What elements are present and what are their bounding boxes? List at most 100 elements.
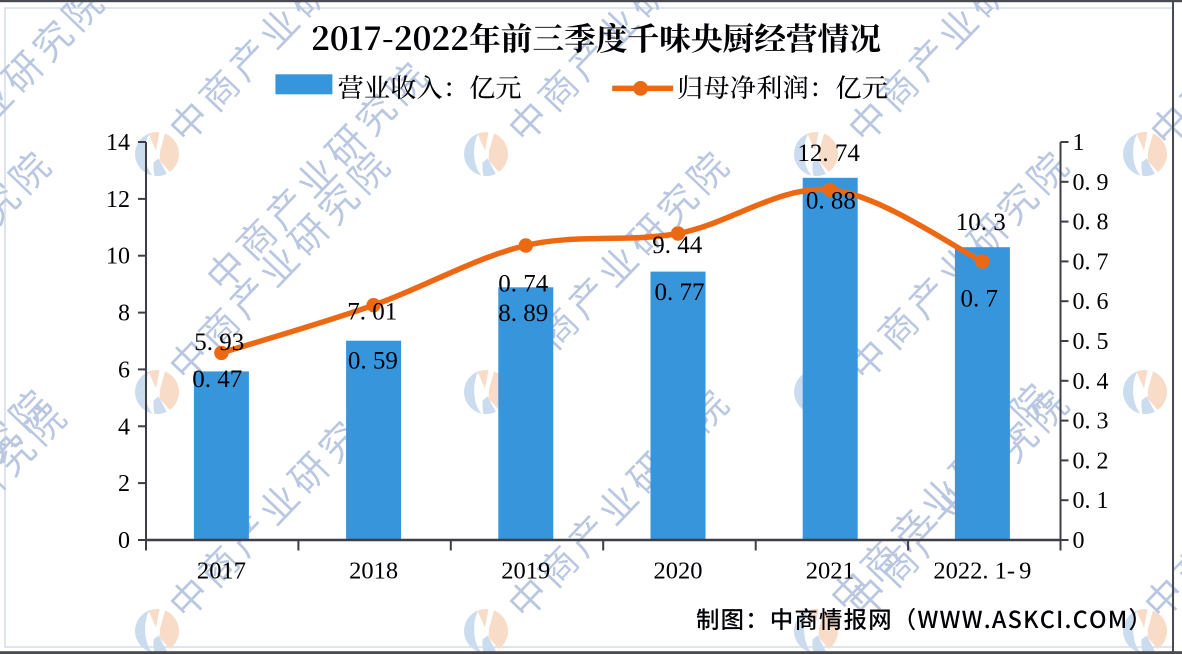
svg-text:0: 0	[1073, 289, 1085, 315]
svg-text:8: 8	[831, 188, 844, 215]
svg-text:4: 4	[118, 130, 130, 156]
svg-text:9: 9	[219, 329, 232, 356]
svg-text:0: 0	[1073, 210, 1085, 236]
svg-text:0: 0	[1073, 329, 1085, 355]
svg-text:.: .	[1085, 289, 1091, 315]
svg-text:0: 0	[1073, 409, 1085, 435]
svg-text:1: 1	[995, 558, 1007, 585]
svg-text:0: 0	[806, 188, 819, 215]
svg-text:1: 1	[374, 558, 386, 585]
svg-text:0: 0	[666, 558, 678, 585]
svg-text:.: .	[665, 232, 671, 259]
svg-text:3: 3	[993, 209, 1006, 236]
svg-text:7: 7	[234, 558, 246, 585]
svg-text:.: .	[1085, 210, 1091, 236]
svg-text:1: 1	[1097, 488, 1109, 514]
svg-text:8: 8	[498, 300, 511, 327]
svg-text:1: 1	[106, 187, 118, 213]
svg-text:0: 0	[1073, 170, 1085, 196]
svg-text:1: 1	[385, 299, 398, 326]
svg-text:2: 2	[806, 558, 818, 585]
svg-text:9: 9	[538, 558, 550, 585]
svg-text:.: .	[1085, 488, 1091, 514]
svg-text:9: 9	[1097, 170, 1109, 196]
svg-text:2: 2	[958, 558, 970, 585]
svg-text:0: 0	[498, 270, 511, 297]
svg-text:0: 0	[209, 558, 221, 585]
svg-text:4: 4	[536, 270, 549, 297]
svg-text:9: 9	[1019, 558, 1031, 585]
svg-text:2: 2	[197, 558, 209, 585]
svg-text:.: .	[207, 329, 213, 356]
svg-text:.: .	[818, 188, 824, 215]
svg-text:0: 0	[1073, 448, 1085, 474]
svg-text:7: 7	[680, 279, 693, 306]
svg-text:.: .	[1085, 249, 1091, 275]
svg-text:7: 7	[347, 299, 360, 326]
svg-text:0: 0	[1073, 488, 1085, 514]
svg-text:0: 0	[968, 209, 981, 236]
svg-text:7: 7	[835, 140, 848, 167]
svg-text:8: 8	[118, 301, 130, 327]
svg-text:6: 6	[1097, 289, 1109, 315]
svg-text:9: 9	[652, 232, 665, 259]
svg-text:.: .	[1085, 329, 1091, 355]
svg-text:5: 5	[194, 329, 207, 356]
svg-text:0: 0	[348, 347, 361, 374]
svg-text:0: 0	[1073, 369, 1085, 395]
svg-text:-: -	[1007, 558, 1015, 585]
svg-text:1: 1	[843, 558, 855, 585]
svg-text:6: 6	[118, 357, 130, 383]
svg-text:.: .	[205, 366, 211, 393]
svg-text:7: 7	[1097, 249, 1109, 275]
svg-text:4: 4	[690, 232, 703, 259]
svg-text:1: 1	[797, 140, 810, 167]
svg-text:8: 8	[386, 558, 398, 585]
svg-text:8: 8	[843, 188, 856, 215]
svg-text:2: 2	[830, 558, 842, 585]
svg-text:0: 0	[818, 558, 830, 585]
svg-text:9: 9	[385, 347, 398, 374]
svg-text:.: .	[511, 300, 517, 327]
svg-text:7: 7	[523, 270, 536, 297]
svg-text:.: .	[981, 209, 987, 236]
svg-text:.: .	[360, 299, 366, 326]
svg-text:3: 3	[232, 329, 245, 356]
svg-text:0: 0	[1073, 249, 1085, 275]
svg-text:7: 7	[692, 279, 705, 306]
svg-text:.: .	[1085, 369, 1091, 395]
svg-text:.: .	[1085, 448, 1091, 474]
svg-text:.: .	[360, 347, 366, 374]
svg-text:2: 2	[349, 558, 361, 585]
svg-text:0: 0	[118, 244, 130, 270]
svg-text:1: 1	[221, 558, 233, 585]
svg-text:.: .	[973, 286, 979, 313]
svg-text:0: 0	[372, 299, 385, 326]
svg-text:1: 1	[526, 558, 538, 585]
svg-text:4: 4	[1097, 369, 1109, 395]
svg-text:2: 2	[501, 558, 513, 585]
svg-text:2: 2	[970, 558, 982, 585]
svg-text:0: 0	[514, 558, 526, 585]
svg-text:5: 5	[1097, 329, 1109, 355]
svg-text:.: .	[822, 140, 828, 167]
svg-text:9: 9	[536, 300, 549, 327]
svg-text:4: 4	[217, 366, 230, 393]
svg-text:1: 1	[956, 209, 969, 236]
svg-text:0: 0	[1073, 528, 1085, 554]
svg-text:7: 7	[230, 366, 243, 393]
svg-text:7: 7	[986, 286, 999, 313]
svg-text:2: 2	[118, 471, 130, 497]
svg-text:0: 0	[690, 558, 702, 585]
svg-text:4: 4	[677, 232, 690, 259]
svg-text:0: 0	[118, 528, 130, 554]
svg-text:4: 4	[118, 414, 130, 440]
svg-text:1: 1	[106, 244, 118, 270]
svg-text:2: 2	[118, 187, 130, 213]
svg-text:3: 3	[1097, 409, 1109, 435]
svg-text:8: 8	[523, 300, 536, 327]
svg-text:.: .	[1085, 409, 1091, 435]
svg-text:8: 8	[1097, 210, 1109, 236]
svg-text:0: 0	[361, 558, 373, 585]
svg-text:0: 0	[946, 558, 958, 585]
